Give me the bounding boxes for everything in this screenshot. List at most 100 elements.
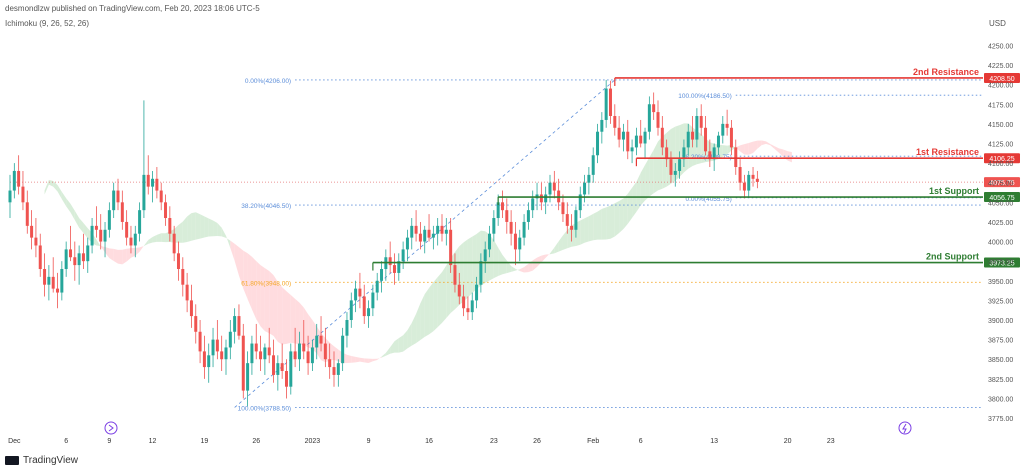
candle bbox=[505, 210, 509, 222]
candles bbox=[8, 79, 759, 407]
candle bbox=[272, 355, 276, 375]
candle bbox=[349, 300, 353, 321]
cloud-segment bbox=[446, 258, 451, 319]
cloud-segment bbox=[165, 231, 170, 243]
candle bbox=[51, 276, 55, 289]
candle bbox=[280, 363, 284, 372]
candle bbox=[479, 261, 483, 285]
cloud-segment bbox=[524, 263, 529, 273]
cloud-segment bbox=[636, 172, 641, 212]
candle bbox=[630, 147, 634, 152]
candle bbox=[699, 116, 703, 128]
cloud-segment bbox=[619, 198, 624, 234]
cloud-segment bbox=[493, 240, 499, 279]
cloud-segment bbox=[670, 126, 676, 184]
cloud-segment bbox=[122, 248, 127, 265]
candle bbox=[526, 210, 530, 222]
candle bbox=[176, 253, 180, 270]
y-tick-label: 3850.00 bbox=[988, 357, 1013, 364]
candle bbox=[237, 316, 241, 336]
candle bbox=[561, 202, 565, 215]
cloud-segment bbox=[735, 145, 741, 152]
cloud-segment bbox=[766, 141, 771, 146]
cloud-segment bbox=[368, 358, 373, 363]
price-axis: 4250.00 4225.00 4200.00 4175.00 4150.00 4125.… bbox=[988, 43, 1013, 423]
cloud-segment bbox=[290, 295, 296, 344]
candle bbox=[8, 190, 12, 203]
candle bbox=[721, 123, 725, 136]
candle bbox=[302, 343, 306, 352]
candle bbox=[414, 225, 418, 234]
candle bbox=[259, 351, 263, 360]
cloud-segment bbox=[100, 246, 106, 253]
candle bbox=[591, 155, 595, 175]
cloud-segment bbox=[351, 355, 356, 363]
cloud-segment bbox=[385, 347, 391, 356]
candle bbox=[142, 174, 146, 211]
cloud-segment bbox=[109, 248, 114, 262]
candle bbox=[64, 249, 68, 270]
y-tick-label: 3800.00 bbox=[988, 396, 1013, 403]
x-tick-label: 12 bbox=[149, 438, 157, 445]
cloud-segment bbox=[722, 145, 728, 157]
candle bbox=[600, 119, 604, 132]
cloud-segment bbox=[295, 298, 300, 345]
candle bbox=[125, 221, 129, 238]
candle bbox=[574, 210, 578, 230]
y-tick-label: 3775.00 bbox=[988, 416, 1013, 423]
cloud-segment bbox=[191, 212, 196, 241]
cloud-segment bbox=[403, 330, 408, 352]
fib-label: 61.80%(3948.00) bbox=[241, 280, 291, 287]
candle bbox=[509, 221, 513, 234]
candle bbox=[310, 347, 314, 364]
candle bbox=[60, 269, 64, 293]
candle bbox=[742, 182, 746, 191]
nav-icon[interactable] bbox=[104, 421, 118, 435]
cloud-segment bbox=[645, 157, 650, 201]
candle bbox=[21, 186, 25, 203]
candle bbox=[431, 233, 435, 238]
candle bbox=[444, 229, 448, 234]
footer: TradingView bbox=[5, 455, 78, 466]
cloud-segment bbox=[126, 248, 131, 262]
currency-label: USD bbox=[989, 19, 1006, 28]
cloud-segment bbox=[161, 233, 166, 243]
candle bbox=[241, 335, 245, 391]
cloud-segment bbox=[658, 136, 663, 191]
y-tick-label: 3875.00 bbox=[988, 338, 1013, 345]
cloud-segment bbox=[593, 211, 598, 241]
cloud-segment bbox=[770, 144, 775, 150]
candle bbox=[362, 296, 366, 317]
cloud-segment bbox=[277, 281, 283, 345]
level-price-tag bbox=[984, 257, 1020, 268]
candle bbox=[90, 225, 94, 246]
cloud-segment bbox=[355, 356, 360, 363]
cloud-segment bbox=[156, 233, 162, 242]
x-tick-label: 16 bbox=[425, 438, 433, 445]
cloud-segment bbox=[537, 255, 542, 267]
candle bbox=[207, 355, 211, 368]
candle bbox=[233, 316, 237, 332]
candle bbox=[323, 343, 327, 360]
x-tick-label: 6 bbox=[64, 438, 68, 445]
candle bbox=[371, 292, 375, 309]
candle bbox=[578, 194, 582, 211]
candle bbox=[358, 288, 362, 297]
candle bbox=[475, 284, 479, 301]
cloud-segment bbox=[407, 322, 412, 349]
candle bbox=[462, 296, 466, 309]
candle bbox=[716, 135, 720, 148]
cloud-segment bbox=[519, 267, 525, 273]
candle bbox=[120, 202, 124, 222]
cloud-segment bbox=[139, 245, 144, 252]
cloud-segment bbox=[79, 217, 84, 233]
candle bbox=[695, 116, 699, 140]
candle bbox=[397, 261, 401, 273]
candle bbox=[531, 198, 535, 211]
lightning-icon[interactable] bbox=[898, 421, 912, 435]
cloud-segment bbox=[588, 213, 594, 242]
cloud-segment bbox=[429, 282, 434, 335]
candle bbox=[712, 147, 716, 160]
candle bbox=[289, 351, 293, 387]
